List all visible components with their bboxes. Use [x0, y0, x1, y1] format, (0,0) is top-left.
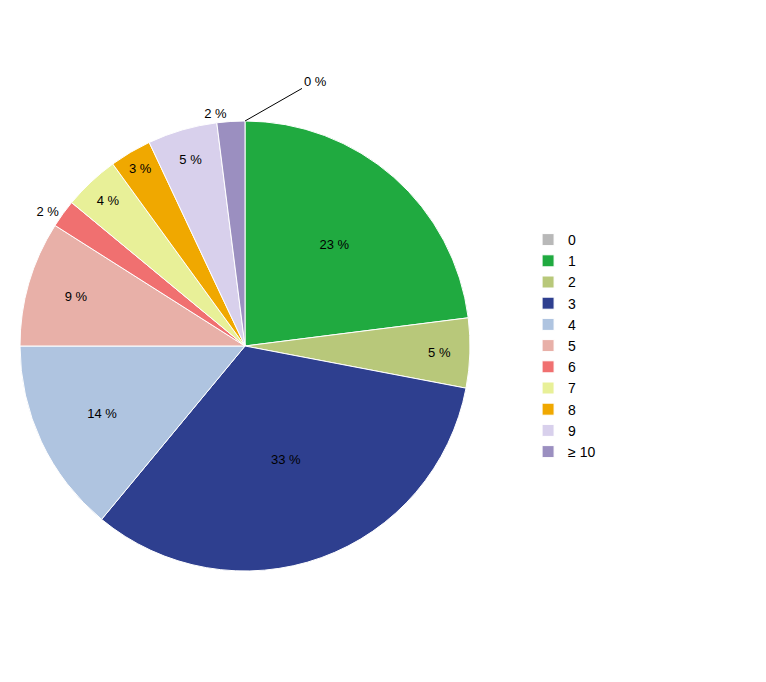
svg-text:0: 0 [568, 232, 576, 248]
svg-text:5: 5 [568, 338, 576, 354]
svg-text:7: 7 [568, 380, 576, 396]
svg-text:1: 1 [568, 253, 576, 269]
svg-text:14 %: 14 % [87, 406, 117, 421]
svg-text:4: 4 [568, 317, 576, 333]
svg-text:≥ 10: ≥ 10 [568, 444, 595, 460]
svg-text:3: 3 [568, 296, 576, 312]
svg-text:3 %: 3 % [129, 161, 152, 176]
svg-text:2 %: 2 % [36, 204, 59, 219]
svg-text:9: 9 [568, 423, 576, 439]
svg-text:2 %: 2 % [204, 106, 227, 121]
svg-text:9 %: 9 % [65, 289, 88, 304]
svg-text:23 %: 23 % [320, 237, 350, 252]
svg-text:2: 2 [568, 274, 576, 290]
svg-text:4 %: 4 % [97, 193, 120, 208]
svg-text:5 %: 5 % [179, 152, 202, 167]
svg-text:8: 8 [568, 402, 576, 418]
svg-text:5 %: 5 % [428, 345, 451, 360]
svg-text:33 %: 33 % [271, 452, 301, 467]
svg-text:6: 6 [568, 359, 576, 375]
svg-text:0 %: 0 % [304, 74, 327, 89]
